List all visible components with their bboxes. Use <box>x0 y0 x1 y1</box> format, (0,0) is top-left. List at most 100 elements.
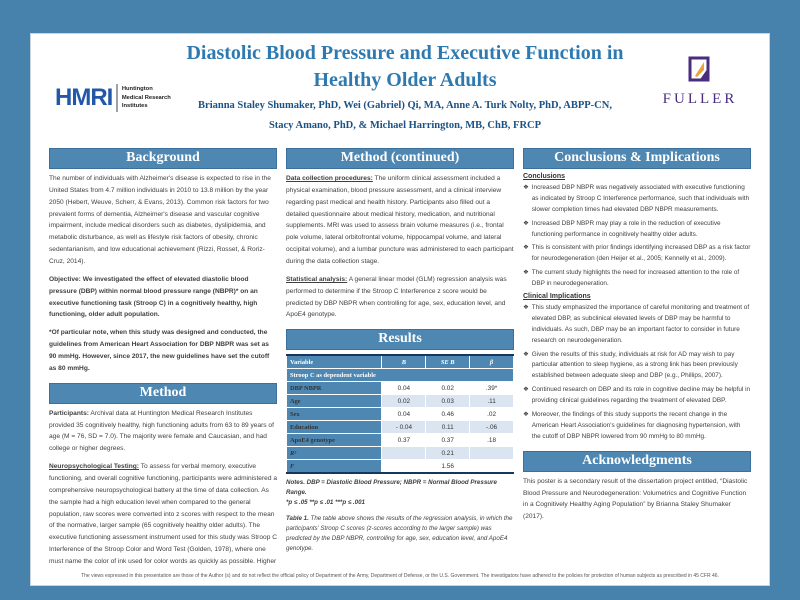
col-header-variable: Variable <box>286 354 383 370</box>
hmri-wordmark-line: Huntington <box>121 86 153 93</box>
implication-bullet: ❖ Continued research on DBP and its role … <box>523 385 751 407</box>
bullet-text: Increased DBP NBPR may play a role in th… <box>531 219 721 238</box>
bullet-text: Given the results of this study, individ… <box>531 350 738 380</box>
participants-text: Archival data at Huntington Medical Rese… <box>49 409 274 453</box>
testing-label: Neuropsychological Testing: <box>49 463 140 471</box>
conclusions-section-header: Conclusions & Implications <box>523 148 751 169</box>
conclusion-bullet: ❖ The current study highlights the need f… <box>523 268 751 290</box>
data-collection-text: The uniform clinical assessment included… <box>286 175 514 266</box>
results-table: Variable B SE B β Stroop C as dependent … <box>286 354 514 475</box>
bullet-text: Continued research on DBP and its role i… <box>531 386 751 405</box>
conclusion-bullet: ❖ This is consistent with prior findings … <box>523 243 751 265</box>
bullet-text: Moreover, the findings of this study sup… <box>531 411 741 440</box>
conclusion-bullet: ❖ Increased DBP NBPR may play a role in t… <box>523 219 751 241</box>
fuller-book-icon <box>688 56 710 82</box>
disclaimer-text: The views expressed in this presentation… <box>81 573 719 579</box>
participants-paragraph: Participants: Archival data at Huntingto… <box>49 408 277 455</box>
statistical-analysis-paragraph: Statistical analysis: A general linear m… <box>286 274 514 321</box>
results-table-header-row: Variable B SE B β <box>286 354 514 370</box>
guidelines-footnote: *Of particular note, when this study was… <box>49 329 270 372</box>
row-variable: F <box>286 459 383 474</box>
row-beta: .11 <box>469 394 514 409</box>
row-variable: ApoE4 genotype <box>286 433 383 448</box>
poster-title-line1: Diastolic Blood Pressure and Executive F… <box>186 42 624 64</box>
objective-text: Objective: We investigated the effect of… <box>49 275 258 319</box>
col-header-b: B <box>381 354 427 370</box>
fuller-logo: FULLER <box>657 56 743 108</box>
diamond-bullet-icon: ❖ <box>523 411 529 419</box>
table-row: ApoE4 genotype 0.37 0.37 .18 <box>286 433 514 448</box>
row-b: 0.37 <box>381 433 427 448</box>
poster-title-line2: Healthy Older Adults <box>313 69 497 91</box>
caption-label: Table 1. <box>286 515 309 523</box>
results-table-body: Stroop C as dependent variable DBP NBPR … <box>286 368 514 474</box>
background-section-header: Background <box>49 148 277 169</box>
row-b: 0.04 <box>381 381 427 396</box>
row-variable: Education <box>286 420 383 435</box>
row-beta: .39* <box>469 381 514 396</box>
row-b: 0.04 <box>381 407 427 422</box>
row-seb: 0.03 <box>425 394 471 409</box>
results-table-head: Variable B SE B β <box>286 354 514 370</box>
row-variable: Age <box>286 394 383 409</box>
table-row: Sex 0.04 0.46 .02 <box>286 407 514 422</box>
row-beta: -.06 <box>469 420 514 435</box>
acknowledgments-text: This poster is a secondary result of the… <box>523 477 748 521</box>
table-row: Education - 0.04 0.11 -.06 <box>286 420 514 435</box>
row-seb: 0.37 <box>425 433 471 448</box>
implication-bullet: ❖ Moreover, the findings of this study su… <box>523 410 751 443</box>
diamond-bullet-icon: ❖ <box>523 304 529 312</box>
hmri-logo: HMRI Huntington Medical Research Institu… <box>55 84 171 112</box>
title-block: Diastolic Blood Pressure and Executive F… <box>151 40 659 134</box>
data-collection-paragraph: Data collection procedures: The uniform … <box>286 173 514 268</box>
notes-significance: *p ≤ .05 **p ≤ .01 ***p ≤ .001 <box>286 498 365 506</box>
row-seb: 0.21 <box>425 446 471 461</box>
method-continued-section-header: Method (continued) <box>286 148 514 169</box>
col-header-seb: SE B <box>425 354 471 370</box>
bullet-text: The current study highlights the need fo… <box>531 269 740 288</box>
diamond-bullet-icon: ❖ <box>523 244 529 252</box>
implication-bullet: ❖ This study emphasized the importance of… <box>523 303 751 347</box>
table-subheader: Stroop C as dependent variable <box>286 368 514 383</box>
testing-paragraph: Neuropsychological Testing: To assess fo… <box>49 461 277 566</box>
statistical-analysis-text: A general linear model (GLM) regression … <box>286 275 507 319</box>
diamond-bullet-icon: ❖ <box>523 219 529 227</box>
acknowledgments-section-header: Acknowledgments <box>523 450 751 472</box>
bullet-text: Increased DBP NBPR was negatively associ… <box>531 184 750 213</box>
table-subheader-row: Stroop C as dependent variable <box>286 368 514 383</box>
research-poster: HMRI Huntington Medical Research Institu… <box>30 33 770 586</box>
conclusion-bullet: ❖ Increased DBP NBPR was negatively assoc… <box>523 183 751 216</box>
row-b <box>381 446 427 461</box>
implication-bullet: ❖ Given the results of this study, indivi… <box>523 350 751 383</box>
row-variable: Sex <box>286 407 383 422</box>
row-b: - 0.04 <box>381 420 427 435</box>
method-section-header: Method <box>49 382 277 404</box>
diamond-bullet-icon: ❖ <box>523 269 529 277</box>
authors-line1: Brianna Staley Shumaker, PhD, Wei (Gabri… <box>198 100 612 111</box>
poster-header: HMRI Huntington Medical Research Institu… <box>31 34 769 144</box>
row-b <box>381 459 427 474</box>
diamond-bullet-icon: ❖ <box>523 350 529 358</box>
row-beta <box>469 446 514 461</box>
hmri-logo-divider <box>116 84 118 112</box>
row-beta: .02 <box>469 407 514 422</box>
row-seb: 0.11 <box>425 420 471 435</box>
table-caption: Table 1. The table above shows the resul… <box>286 514 514 554</box>
col-header-beta: β <box>469 354 514 370</box>
testing-text: To assess for verbal memory, executive f… <box>49 463 277 566</box>
row-beta: .18 <box>469 433 514 448</box>
conclusions-subheading: Conclusions <box>523 173 566 180</box>
diamond-bullet-icon: ❖ <box>523 184 529 191</box>
row-seb: 0.46 <box>425 407 471 422</box>
results-section-header: Results <box>286 329 514 351</box>
column-conclusions: Conclusions & Implications Conclusions ❖… <box>523 148 751 566</box>
poster-columns: Background The number of individuals wit… <box>49 148 751 566</box>
hmri-acronym: HMRI <box>55 84 113 111</box>
fuller-wordmark: FULLER <box>662 91 738 107</box>
participants-label: Participants: <box>49 409 89 417</box>
statistical-analysis-label: Statistical analysis: <box>286 275 348 283</box>
row-b: 0.02 <box>381 394 427 409</box>
row-variable: R² <box>286 446 383 461</box>
hmri-wordmark-line: Medical Research <box>121 94 171 101</box>
